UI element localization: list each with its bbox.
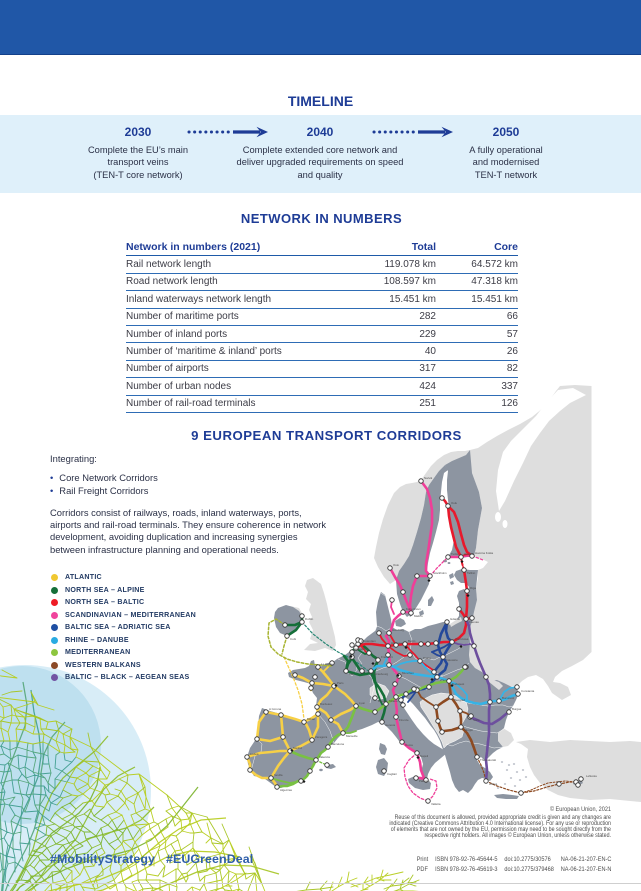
svg-text:Oslo: Oslo (393, 563, 399, 567)
svg-text:Zaragoza: Zaragoza (315, 735, 328, 739)
svg-text:Valletta: Valletta (431, 802, 441, 806)
svg-text:Riga: Riga (470, 586, 476, 590)
svg-text:Warszawa: Warszawa (455, 637, 469, 641)
svg-text:Bilbao: Bilbao (307, 717, 315, 721)
svg-text:Turku: Turku (451, 552, 459, 556)
svg-text:Thessaloniki: Thessaloniki (480, 758, 496, 762)
svg-text:Dublin: Dublin (305, 617, 314, 621)
svg-text:Milano: Milano (389, 699, 398, 703)
svg-text:Genova: Genova (385, 723, 396, 727)
svg-text:Cagliari: Cagliari (387, 772, 397, 776)
svg-text:Skopje: Skopje (464, 728, 473, 732)
svg-text:Bordeaux: Bordeaux (320, 702, 333, 706)
svg-text:Le Havre: Le Havre (321, 662, 333, 666)
svg-text:Munchen: Munchen (402, 671, 414, 675)
svg-text:Helsinki: Helsinki (464, 552, 474, 556)
svg-text:Burgas: Burgas (512, 707, 522, 711)
svg-text:Lefkosia: Lefkosia (586, 774, 597, 778)
svg-text:Hannover: Hannover (391, 641, 404, 645)
svg-text:Stockholm: Stockholm (433, 571, 447, 575)
svg-text:Valencia: Valencia (319, 755, 330, 759)
svg-text:A Coruna: A Coruna (269, 707, 281, 711)
svg-text:Napoli: Napoli (420, 754, 429, 758)
svg-text:Beograd: Beograd (454, 698, 465, 702)
svg-text:Basel: Basel (378, 699, 386, 703)
svg-text:Firenze: Firenze (399, 718, 409, 722)
svg-text:Lisboa: Lisboa (250, 752, 259, 756)
svg-text:Madrid: Madrid (293, 746, 302, 750)
svg-text:Praha: Praha (423, 656, 431, 660)
svg-text:Athina: Athina (489, 782, 498, 786)
svg-text:Gdansk: Gdansk (450, 617, 461, 621)
svg-text:Constanta: Constanta (521, 689, 535, 693)
svg-text:Paris: Paris (337, 681, 344, 685)
svg-text:Wien: Wien (440, 678, 447, 682)
svg-text:Malmo: Malmo (414, 614, 423, 618)
svg-text:Antwerpen: Antwerpen (355, 647, 369, 651)
svg-text:Palermo: Palermo (419, 779, 430, 783)
svg-text:Strasbourg: Strasbourg (374, 672, 389, 676)
svg-text:Sevilla: Sevilla (274, 773, 283, 777)
svg-text:Oulu: Oulu (451, 501, 457, 505)
svg-text:Barcelona: Barcelona (331, 742, 344, 746)
svg-text:Narvik: Narvik (424, 476, 433, 480)
svg-text:Kaunas: Kaunas (469, 620, 479, 624)
svg-text:Cork: Cork (290, 637, 297, 641)
svg-text:Lille: Lille (349, 672, 355, 676)
svg-text:Hamburg: Hamburg (392, 628, 404, 632)
svg-text:Algeciras: Algeciras (280, 788, 292, 792)
svg-text:Bucuresti: Bucuresti (502, 696, 514, 700)
svg-text:Lyon: Lyon (359, 701, 366, 705)
svg-text:Tallinn: Tallinn (467, 571, 476, 575)
svg-text:Budapest: Budapest (452, 682, 464, 686)
svg-text:Roma: Roma (405, 743, 413, 747)
svg-text:Berlin: Berlin (408, 639, 416, 643)
svg-text:Amsterdam: Amsterdam (361, 639, 376, 643)
svg-text:Katowice: Katowice (446, 658, 458, 662)
svg-text:Hamina Kotka: Hamina Kotka (475, 551, 494, 555)
svg-text:Frankfurt: Frankfurt (381, 655, 393, 659)
svg-text:Marseille: Marseille (346, 734, 358, 738)
svg-text:Kobenhavn: Kobenhavn (406, 607, 421, 611)
svg-text:Sofia: Sofia (473, 718, 480, 722)
